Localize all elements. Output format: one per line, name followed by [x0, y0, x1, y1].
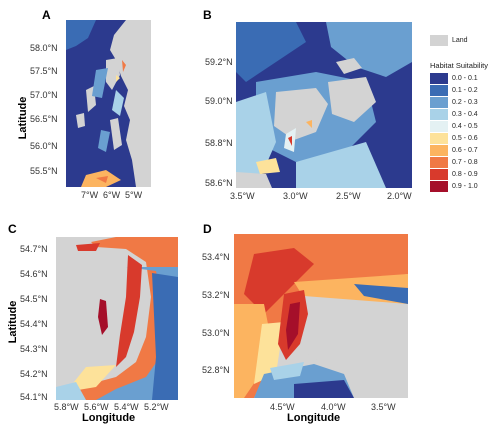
legend-item-label: 0.3 - 0.4 — [452, 111, 478, 118]
legend-item-label: 0.2 - 0.3 — [452, 99, 478, 106]
b-ytick-2: 58.8°N — [205, 138, 233, 148]
panel-c-letter: C — [8, 222, 17, 236]
legend-swatch — [430, 121, 448, 132]
c-xlabel: Longitude — [82, 412, 136, 424]
c-ytick-4: 54.3°N — [20, 344, 48, 354]
legend-item-label: 0.6 - 0.7 — [452, 147, 478, 154]
panel-b-map — [236, 22, 412, 188]
d-xtick-2: 3.5°W — [371, 402, 396, 412]
c-xtick-1: 5.6°W — [84, 402, 109, 412]
b-ytick-1: 59.0°N — [205, 96, 233, 106]
a-ytick-0: 58.0°N — [30, 43, 58, 53]
legend-item: 0.6 - 0.7 — [430, 145, 498, 156]
panel-d-map — [234, 234, 408, 398]
d-ytick-1: 53.2°N — [202, 290, 230, 300]
d-xlabel: Longitude — [287, 412, 341, 424]
legend-item-label: 0.7 - 0.8 — [452, 159, 478, 166]
legend-item-label: 0.0 - 0.1 — [452, 75, 478, 82]
c-xtick-3: 5.2°W — [144, 402, 169, 412]
d-xtick-0: 4.5°W — [270, 402, 295, 412]
legend-title: Habitat Suitability — [430, 61, 488, 70]
legend-item-label: 0.4 - 0.5 — [452, 123, 478, 130]
legend-swatch — [430, 133, 448, 144]
legend-item: 0.3 - 0.4 — [430, 109, 498, 120]
b-xtick-0: 3.5°W — [230, 191, 255, 201]
legend-swatch — [430, 97, 448, 108]
a-ytick-1: 57.5°N — [30, 66, 58, 76]
legend-item: 0.7 - 0.8 — [430, 157, 498, 168]
a-ylabel: Latitude — [17, 96, 29, 140]
legend-swatch — [430, 85, 448, 96]
legend-item: 0.5 - 0.6 — [430, 133, 498, 144]
c-ytick-0: 54.7°N — [20, 244, 48, 254]
legend-land-label: Land — [452, 37, 468, 44]
d-ytick-2: 53.0°N — [202, 328, 230, 338]
a-xtick-0: 7°W — [81, 190, 99, 200]
b-ytick-3: 58.6°N — [205, 178, 233, 188]
legend-item-label: 0.9 - 1.0 — [452, 183, 478, 190]
b-xtick-1: 3.0°W — [283, 191, 308, 201]
c-ytick-2: 54.5°N — [20, 294, 48, 304]
panel-b-letter: B — [203, 8, 212, 22]
legend-item: 0.0 - 0.1 — [430, 73, 498, 84]
c-ytick-6: 54.1°N — [20, 392, 48, 402]
panel-a-map — [66, 20, 151, 187]
legend-swatch — [430, 181, 448, 192]
c-ytick-5: 54.2°N — [20, 369, 48, 379]
c-xtick-2: 5.4°W — [114, 402, 139, 412]
legend: Land Habitat Suitability 0.0 - 0.1 0.1 - … — [430, 35, 498, 193]
legend-item: 0.9 - 1.0 — [430, 181, 498, 192]
b-ytick-0: 59.2°N — [205, 57, 233, 67]
legend-item: 0.2 - 0.3 — [430, 97, 498, 108]
a-ytick-4: 56.0°N — [30, 141, 58, 151]
a-ytick-3: 56.5°N — [30, 114, 58, 124]
legend-land-swatch — [430, 35, 448, 46]
legend-swatch — [430, 73, 448, 84]
c-ytick-3: 54.4°N — [20, 319, 48, 329]
legend-item-label: 0.8 - 0.9 — [452, 171, 478, 178]
d-ytick-0: 53.4°N — [202, 252, 230, 262]
panel-a-letter: A — [42, 8, 51, 22]
legend-item-label: 0.5 - 0.6 — [452, 135, 478, 142]
b-xtick-3: 2.0°W — [387, 191, 412, 201]
d-ytick-3: 52.8°N — [202, 365, 230, 375]
legend-swatch — [430, 109, 448, 120]
c-ytick-1: 54.6°N — [20, 269, 48, 279]
legend-item-label: 0.1 - 0.2 — [452, 87, 478, 94]
legend-items: 0.0 - 0.1 0.1 - 0.2 0.2 - 0.3 0.3 - 0.4 0.4 … — [430, 73, 498, 192]
legend-item: 0.8 - 0.9 — [430, 169, 498, 180]
panel-d-letter: D — [203, 222, 212, 236]
legend-item: 0.4 - 0.5 — [430, 121, 498, 132]
c-xtick-0: 5.8°W — [54, 402, 79, 412]
legend-swatch — [430, 157, 448, 168]
a-ytick-2: 57.0°N — [30, 90, 58, 100]
a-ytick-5: 55.5°N — [30, 166, 58, 176]
legend-swatch — [430, 145, 448, 156]
a-xtick-2: 5°W — [125, 190, 143, 200]
panel-c-map — [56, 237, 178, 400]
legend-swatch — [430, 169, 448, 180]
b-xtick-2: 2.5°W — [336, 191, 361, 201]
a-xtick-1: 6°W — [103, 190, 121, 200]
d-xtick-1: 4.0°W — [321, 402, 346, 412]
c-ylabel: Latitude — [7, 300, 19, 344]
legend-land: Land — [430, 35, 498, 46]
legend-item: 0.1 - 0.2 — [430, 85, 498, 96]
